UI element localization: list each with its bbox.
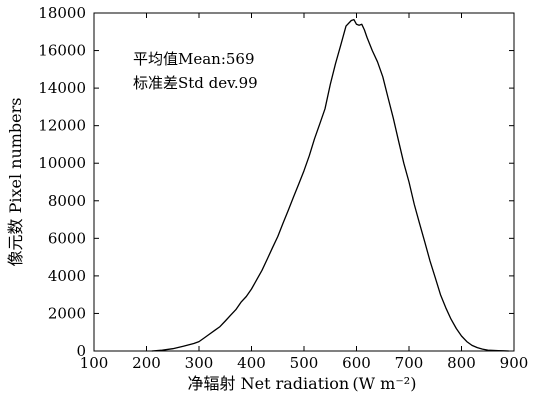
- y-tick-label-0: 0: [76, 342, 86, 360]
- plot-frame: [93, 12, 515, 352]
- y-axis-label: 像元数 Pixel numbers: [6, 97, 25, 266]
- y-tick-label-9: 18000: [38, 4, 86, 22]
- x-tick-label-3: 400: [237, 354, 266, 372]
- x-tick-label-7: 800: [447, 354, 476, 372]
- y-tick-label-5: 10000: [38, 154, 86, 172]
- x-tick-label-1: 200: [132, 354, 161, 372]
- y-tick-label-7: 14000: [38, 79, 86, 97]
- x-tick-label-5: 600: [342, 354, 371, 372]
- y-tick-label-8: 16000: [38, 42, 86, 60]
- y-tick-label-1: 2000: [48, 304, 86, 322]
- x-tick-label-8: 900: [500, 354, 529, 372]
- y-tick-label-3: 6000: [48, 229, 86, 247]
- y-tick-label-6: 12000: [38, 117, 86, 135]
- y-tick-label-4: 8000: [48, 192, 86, 210]
- mean-annotation: 平均值Mean:569: [133, 50, 255, 68]
- histogram-curve: [151, 18, 509, 352]
- x-tick-label-0: 100: [80, 354, 109, 372]
- x-tick-label-4: 500: [290, 354, 319, 372]
- y-tick-label-2: 4000: [48, 267, 86, 285]
- x-axis-label: 净辐射 Net radiation (W m⁻²): [188, 374, 417, 393]
- ticks-layer: 100 200 300 400 500 600 700 800 900 0 2000 4000 6000…: [38, 4, 528, 372]
- std-annotation: 标准差Std dev.99: [133, 74, 258, 92]
- x-tick-label-2: 300: [185, 354, 214, 372]
- x-tick-label-6: 700: [395, 354, 424, 372]
